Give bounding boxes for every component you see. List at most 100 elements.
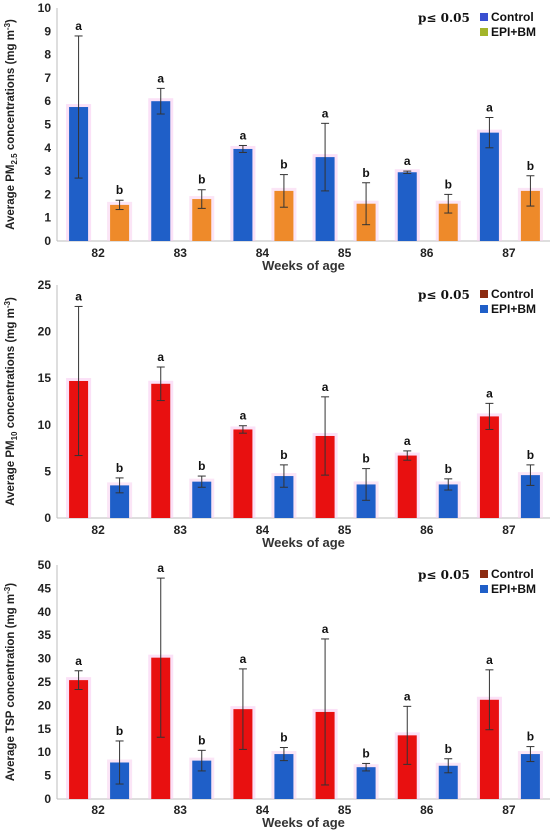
y-tick-label: 7 xyxy=(44,71,51,85)
bar-epi-bm-87 xyxy=(520,754,540,799)
significance-letter: b xyxy=(116,183,123,197)
legend-label: Control xyxy=(491,287,534,301)
bar-epi-bm-84 xyxy=(274,190,294,241)
legend-swatch xyxy=(480,13,488,21)
significance-letter: b xyxy=(362,746,369,760)
pm10-chart-panel: 0 5 10 15 20 25 Average PM10 concentrations (m… xyxy=(0,277,550,554)
p-value-label: p≤ 0.05 xyxy=(418,11,470,25)
significance-letter: a xyxy=(404,154,411,168)
y-tick-label: 25 xyxy=(38,278,52,292)
x-tick-label: 83 xyxy=(174,803,188,817)
significance-letter: a xyxy=(157,71,164,85)
bar-control-85 xyxy=(315,157,335,241)
significance-letter: b xyxy=(445,177,452,191)
x-tick-label: 85 xyxy=(338,803,352,817)
y-tick-label: 40 xyxy=(38,605,52,619)
significance-letter: b xyxy=(362,452,369,466)
y-tick-label: 50 xyxy=(38,558,52,572)
significance-letter: b xyxy=(116,461,123,475)
significance-letter: a xyxy=(322,106,329,120)
x-tick-label: 82 xyxy=(91,803,105,817)
significance-letter: b xyxy=(116,724,123,738)
bar-control-84 xyxy=(233,429,253,518)
y-axis-title: Average PM2.5 concentrations (mg m-3) xyxy=(3,19,19,230)
x-tick-label: 86 xyxy=(420,246,434,260)
significance-letter: a xyxy=(240,652,247,666)
significance-letter: a xyxy=(75,19,82,33)
tsp-chart-panel: 0 5 10 15 20 25 30 35 40 45 50 Average TSP concentr… xyxy=(0,554,550,830)
y-tick-label: 5 xyxy=(44,464,51,478)
significance-letter: a xyxy=(404,434,411,448)
bar-control-87 xyxy=(479,699,499,799)
legend-label: Control xyxy=(491,10,534,24)
significance-letter: b xyxy=(445,462,452,476)
significance-letter: b xyxy=(198,459,205,473)
bar-control-85 xyxy=(315,435,335,518)
bar-epi-bm-85 xyxy=(356,484,376,518)
significance-letter: a xyxy=(75,289,82,303)
bar-control-86 xyxy=(397,172,417,241)
pm25-chart-panel: 0 1 2 3 4 5 6 7 8 9 10 Average PM2.5 concentrations… xyxy=(0,0,550,277)
x-tick-label: 83 xyxy=(174,523,188,537)
y-axis-title: Average TSP concentration (mg m-3) xyxy=(3,583,17,781)
x-tick-label: 87 xyxy=(502,803,516,817)
bar-control-86 xyxy=(397,455,417,518)
y-tick-label: 45 xyxy=(38,581,52,595)
y-tick-label: 20 xyxy=(38,698,52,712)
y-tick-label: 0 xyxy=(44,792,51,806)
y-tick-label: 10 xyxy=(38,1,52,15)
bar-epi-bm-83 xyxy=(192,760,212,799)
x-tick-label: 84 xyxy=(256,246,270,260)
pm10-chart: 0 5 10 15 20 25 Average PM10 concentrations (m… xyxy=(3,278,550,550)
bar-control-87 xyxy=(479,416,499,518)
x-tick-label: 87 xyxy=(502,246,516,260)
y-tick-label: 8 xyxy=(44,48,51,62)
legend-swatch xyxy=(480,290,488,298)
tsp-chart: 0 5 10 15 20 25 30 35 40 45 50 Average TSP concentr… xyxy=(3,558,550,830)
bar-epi-bm-84 xyxy=(274,476,294,518)
x-tick-label: 87 xyxy=(502,523,516,537)
y-tick-label: 0 xyxy=(44,511,51,525)
y-tick-label: 25 xyxy=(38,675,52,689)
significance-letter: b xyxy=(527,448,534,462)
significance-letter: a xyxy=(486,101,493,115)
legend-swatch xyxy=(480,585,488,593)
significance-letter: a xyxy=(240,128,247,142)
y-tick-label: 3 xyxy=(44,164,51,178)
significance-letter: b xyxy=(280,448,287,462)
significance-letter: b xyxy=(445,742,452,756)
significance-letter: a xyxy=(486,386,493,400)
significance-letter: a xyxy=(157,350,164,364)
y-tick-label: 6 xyxy=(44,94,51,108)
bar-epi-bm-83 xyxy=(192,481,212,518)
x-axis-title: Weeks of age xyxy=(262,815,345,830)
y-tick-label: 10 xyxy=(38,418,52,432)
x-tick-label: 86 xyxy=(420,803,434,817)
x-tick-label: 84 xyxy=(256,523,270,537)
bar-epi-bm-83 xyxy=(192,199,212,241)
bar-epi-bm-86 xyxy=(438,203,458,241)
significance-letter: a xyxy=(240,409,247,423)
bar-control-84 xyxy=(233,148,253,241)
bar-control-86 xyxy=(397,735,417,799)
bar-epi-bm-87 xyxy=(520,190,540,241)
significance-letter: b xyxy=(280,731,287,745)
y-tick-label: 0 xyxy=(44,234,51,248)
pm25-chart: 0 1 2 3 4 5 6 7 8 9 10 Average PM2.5 concentrations… xyxy=(3,1,550,273)
y-tick-label: 5 xyxy=(44,769,51,783)
y-tick-label: 10 xyxy=(38,745,52,759)
significance-letter: a xyxy=(322,380,329,394)
x-tick-label: 82 xyxy=(91,523,105,537)
significance-letter: a xyxy=(322,622,329,636)
bar-epi-bm-85 xyxy=(356,767,376,799)
legend-label: EPI+BM xyxy=(491,582,536,596)
bar-epi-bm-86 xyxy=(438,765,458,799)
significance-letter: b xyxy=(198,733,205,747)
significance-letter: b xyxy=(198,173,205,187)
legend-swatch xyxy=(480,28,488,36)
bar-epi-bm-82 xyxy=(110,485,130,518)
bar-epi-bm-82 xyxy=(110,204,130,241)
significance-letter: b xyxy=(527,159,534,173)
significance-letter: b xyxy=(527,730,534,744)
